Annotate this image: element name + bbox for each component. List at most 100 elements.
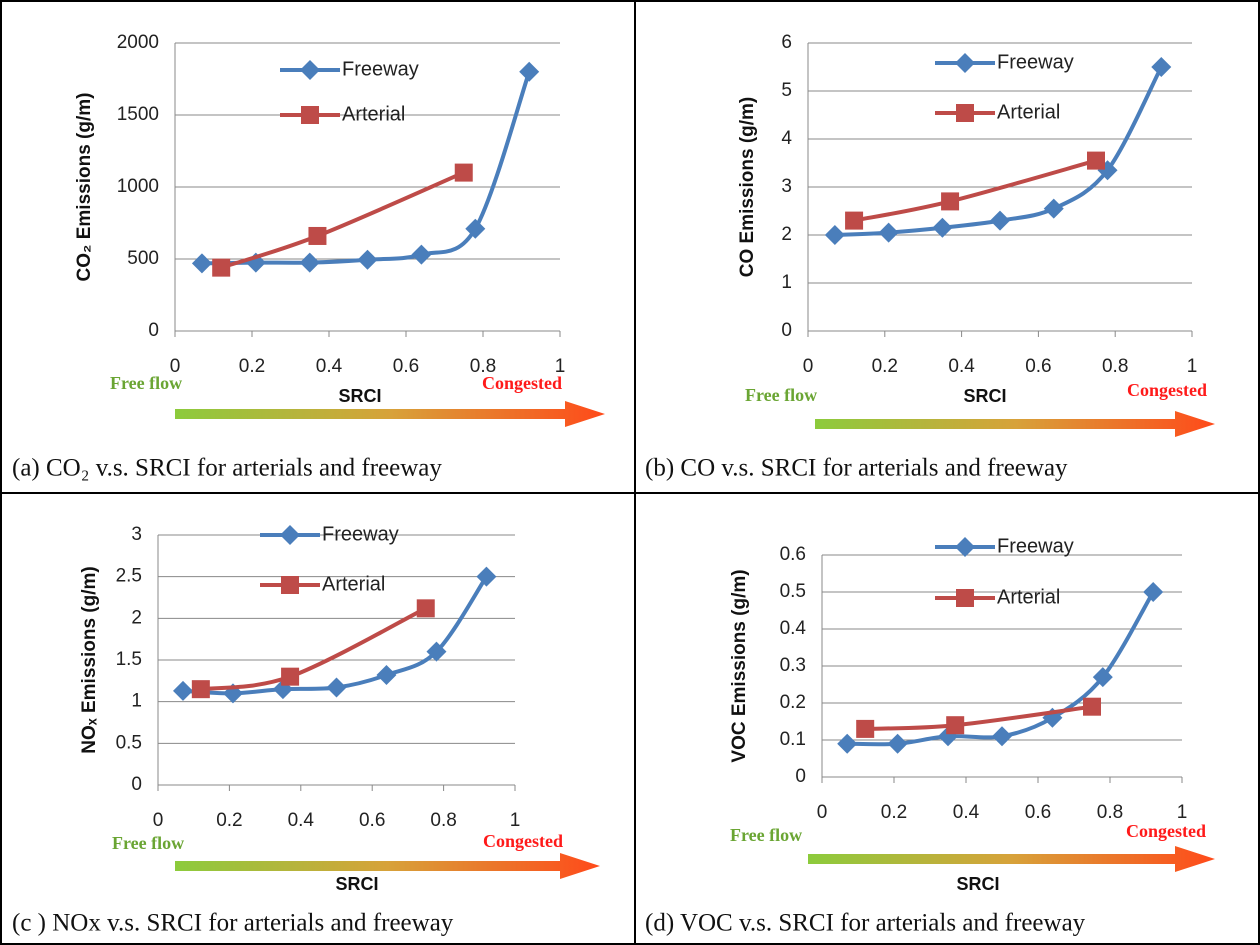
caption: (c ) NOx v.s. SRCI for arterials and fre…: [12, 910, 454, 937]
flow-arrow: [175, 401, 605, 427]
start-label: Free flow: [745, 385, 817, 405]
x-tick-label: 0.2: [239, 356, 265, 377]
y-tick-label: 4: [781, 128, 792, 149]
x-tick-label: 1: [555, 356, 566, 377]
x-tick-label: 0.8: [1102, 356, 1128, 377]
marker: [300, 60, 320, 80]
x-tick-label: 0.8: [430, 810, 456, 831]
y-tick-label: 2.5: [116, 566, 142, 587]
marker: [281, 667, 300, 686]
y-axis-label: CO₂ Emissions (g/m): [74, 93, 95, 282]
marker: [326, 677, 347, 698]
marker: [281, 576, 299, 594]
y-tick-label: 1: [781, 272, 792, 293]
marker: [454, 163, 473, 182]
marker: [845, 211, 864, 230]
marker: [465, 218, 486, 239]
marker: [941, 192, 960, 211]
y-tick-label: 0.4: [780, 618, 807, 639]
marker: [212, 258, 231, 277]
x-tick-label: 0.8: [470, 356, 496, 377]
caption: (d) VOC v.s. SRCI for arterials and free…: [645, 910, 1086, 937]
flow-arrow: [808, 846, 1215, 872]
marker: [1143, 582, 1164, 602]
marker: [887, 733, 908, 754]
marker: [191, 680, 210, 699]
marker: [824, 225, 845, 245]
marker: [992, 726, 1012, 747]
x-tick-label: 0.6: [1025, 802, 1051, 823]
y-axis-label: CO Emissions (g/m): [737, 97, 758, 278]
marker: [837, 733, 858, 754]
x-tick-label: 0.8: [1097, 802, 1123, 823]
marker: [411, 244, 432, 265]
flow-arrow: [815, 411, 1215, 437]
caption: (a) CO₂ v.s. SRCI for arterials and free…: [12, 455, 442, 482]
x-tick-label: 1: [1177, 802, 1188, 823]
legend-label: Arterial: [997, 101, 1060, 123]
marker: [956, 589, 974, 607]
marker: [1092, 667, 1113, 688]
y-tick-label: 6: [781, 32, 792, 53]
y-axis-label: NOₓ Emissions (g/m): [79, 566, 100, 754]
marker: [376, 665, 397, 685]
x-tick-label: 0: [170, 356, 181, 377]
legend-label: Freeway: [322, 523, 399, 545]
x-axis-label: SRCI: [963, 386, 1006, 406]
x-tick-label: 0.2: [881, 802, 907, 823]
marker: [172, 680, 193, 701]
marker: [1083, 697, 1101, 716]
marker: [1087, 151, 1105, 170]
y-tick-label: 0.5: [116, 732, 142, 753]
marker: [416, 599, 435, 618]
y-tick-label: 0.3: [780, 655, 806, 676]
end-label: Congested: [1126, 821, 1206, 841]
x-tick-label: 0.4: [316, 356, 343, 377]
start-label: Free flow: [110, 373, 182, 393]
legend-label: Freeway: [342, 58, 419, 80]
y-axis-label: VOC Emissions (g/m): [729, 569, 750, 762]
marker: [308, 226, 327, 245]
start-label: Free flow: [112, 833, 184, 853]
marker: [956, 104, 974, 122]
y-tick-label: 3: [781, 176, 792, 197]
x-tick-label: 0: [817, 802, 828, 823]
y-tick-label: 2000: [117, 32, 159, 53]
y-tick-label: 0.5: [780, 581, 806, 602]
marker: [299, 252, 320, 273]
x-tick-label: 0: [153, 810, 164, 831]
marker: [426, 641, 447, 662]
x-tick-label: 0: [803, 356, 814, 377]
x-tick-label: 0.6: [359, 810, 385, 831]
x-tick-label: 0.6: [1025, 356, 1051, 377]
end-label: Congested: [1127, 380, 1207, 400]
x-tick-label: 0.4: [948, 356, 975, 377]
marker: [280, 525, 300, 545]
x-tick-label: 0.4: [288, 810, 315, 831]
y-tick-label: 1.5: [116, 649, 142, 670]
y-tick-label: 0.2: [780, 692, 806, 713]
y-tick-label: 0: [781, 320, 792, 341]
y-tick-label: 500: [127, 248, 159, 269]
legend-label: Freeway: [997, 51, 1074, 73]
series-line: [834, 66, 1164, 237]
x-axis-label: SRCI: [956, 874, 999, 894]
x-tick-label: 0.2: [216, 810, 242, 831]
y-tick-label: 3: [131, 524, 142, 545]
y-tick-label: 0.6: [780, 544, 806, 565]
y-tick-label: 2: [781, 224, 792, 245]
x-tick-label: 1: [1187, 356, 1198, 377]
marker: [476, 566, 497, 587]
marker: [932, 217, 953, 238]
y-tick-label: 2: [131, 607, 142, 628]
x-tick-label: 0.6: [393, 356, 419, 377]
marker: [357, 249, 378, 270]
x-tick-label: 0.2: [872, 356, 898, 377]
caption: (b) CO v.s. SRCI for arterials and freew…: [645, 455, 1068, 482]
y-tick-label: 5: [781, 80, 792, 101]
marker: [946, 716, 965, 735]
x-tick-label: 0.4: [953, 802, 980, 823]
x-axis-label: SRCI: [335, 874, 378, 894]
